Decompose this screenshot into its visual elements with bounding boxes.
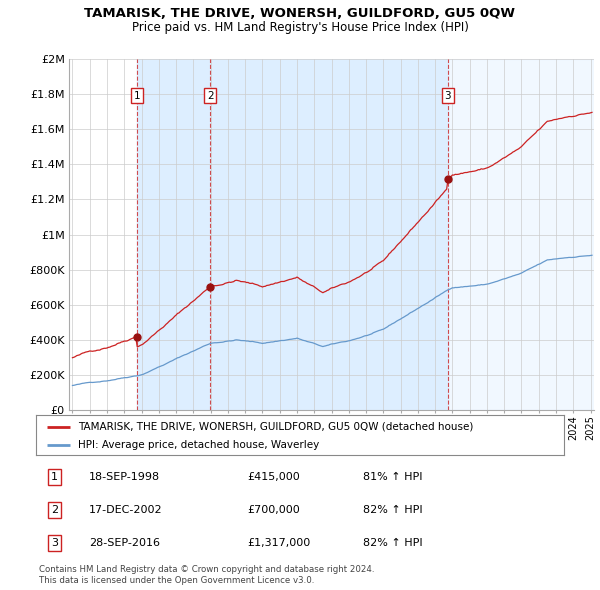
Text: 2: 2 — [51, 505, 58, 515]
Text: 28-SEP-2016: 28-SEP-2016 — [89, 538, 160, 548]
Bar — [137, 59, 210, 410]
Bar — [448, 59, 599, 410]
Text: 1: 1 — [51, 472, 58, 482]
Text: 82% ↑ HPI: 82% ↑ HPI — [364, 538, 423, 548]
Text: Price paid vs. HM Land Registry's House Price Index (HPI): Price paid vs. HM Land Registry's House … — [131, 21, 469, 34]
Text: Contains HM Land Registry data © Crown copyright and database right 2024.
This d: Contains HM Land Registry data © Crown c… — [39, 565, 374, 585]
Text: £415,000: £415,000 — [247, 472, 300, 482]
Text: 1: 1 — [133, 91, 140, 101]
Text: 3: 3 — [445, 91, 451, 101]
Text: TAMARISK, THE DRIVE, WONERSH, GUILDFORD, GU5 0QW (detached house): TAMARISK, THE DRIVE, WONERSH, GUILDFORD,… — [78, 422, 473, 432]
Text: 82% ↑ HPI: 82% ↑ HPI — [364, 505, 423, 515]
Text: TAMARISK, THE DRIVE, WONERSH, GUILDFORD, GU5 0QW: TAMARISK, THE DRIVE, WONERSH, GUILDFORD,… — [85, 7, 515, 20]
Text: 17-DEC-2002: 17-DEC-2002 — [89, 505, 163, 515]
Text: 81% ↑ HPI: 81% ↑ HPI — [364, 472, 423, 482]
Bar — [210, 59, 448, 410]
Text: 3: 3 — [51, 538, 58, 548]
Text: 18-SEP-1998: 18-SEP-1998 — [89, 472, 160, 482]
Text: HPI: Average price, detached house, Waverley: HPI: Average price, detached house, Wave… — [78, 441, 319, 450]
Text: £1,317,000: £1,317,000 — [247, 538, 310, 548]
Text: £700,000: £700,000 — [247, 505, 300, 515]
Text: 2: 2 — [207, 91, 214, 101]
